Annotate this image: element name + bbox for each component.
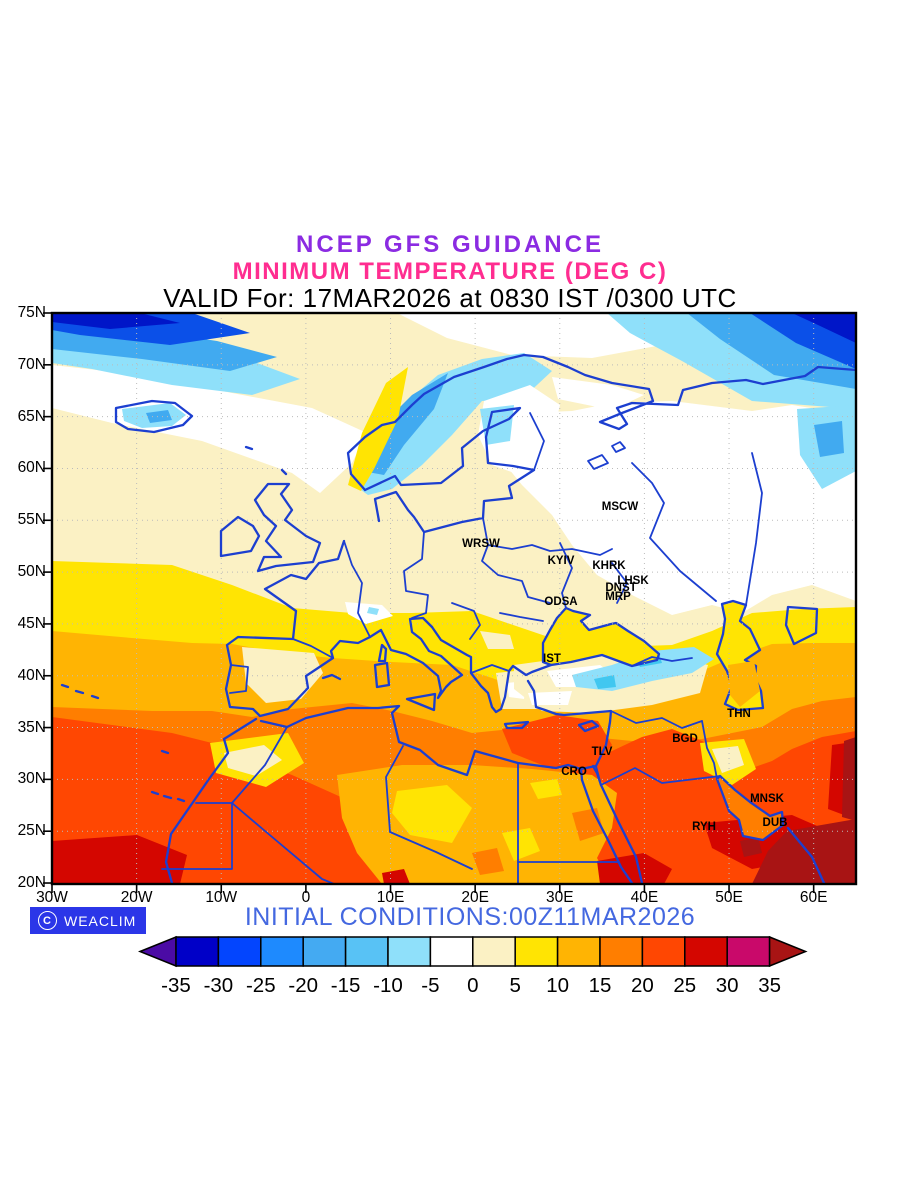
colorbar-tick-label: -35 — [161, 974, 191, 997]
colorbar-cell — [217, 936, 262, 967]
city-label-wrsw: WRSW — [462, 538, 500, 550]
country-borders — [161, 412, 763, 884]
colorbar-tick-labels: -35 -30 -25 -20 -15 -10 -5 0 5 10 15 20 25 30 35 — [161, 974, 781, 997]
colorbar-tick-label: -25 — [246, 974, 276, 997]
colorbar-tick-label: 35 — [758, 974, 781, 997]
city-label-mrp: MRP — [605, 591, 631, 603]
valid-time-title: VALID For: 17MAR2026 at 0830 IST /0300 U… — [163, 283, 737, 313]
colorbar-cell — [175, 936, 220, 967]
lat-label: 65N — [17, 407, 46, 425]
graticule-gridlines — [52, 313, 856, 884]
colorbar-tick-label: -5 — [421, 974, 439, 997]
lon-label: 50E — [715, 889, 743, 906]
colorbar-arrow-right — [768, 935, 808, 968]
colorbar-cell — [302, 936, 347, 967]
city-label-lhsk: LHSK — [617, 575, 649, 587]
city-label-dnst: DNST — [605, 582, 636, 594]
variable-title: MINIMUM TEMPERATURE (DEG C) — [232, 258, 668, 285]
colorbar-tick-label: 30 — [716, 974, 739, 997]
lat-label: 20N — [17, 874, 46, 892]
colorbar-cell — [344, 936, 389, 967]
lon-label: 30E — [545, 889, 574, 906]
colorbar-tick-label: 10 — [546, 974, 569, 997]
colorbar-tick-label: 5 — [509, 974, 520, 997]
city-label-ryh: RYH — [692, 821, 716, 833]
lat-label: 25N — [17, 822, 46, 840]
colorbar-cell — [260, 936, 304, 967]
city-label-mscw: MSCW — [602, 501, 639, 513]
lat-label: 70N — [17, 355, 46, 373]
city-label-kyiv: KYIV — [548, 555, 575, 567]
colorbar-cell — [514, 936, 559, 967]
colorbar-cell — [429, 936, 474, 967]
lon-label: 60E — [799, 889, 828, 906]
lon-label: 0 — [301, 889, 311, 906]
colorbar-tick-label: -10 — [373, 974, 403, 997]
city-label-tlv: TLV — [592, 746, 613, 758]
lat-label: 55N — [17, 511, 46, 529]
map-area: MSCW WRSW KYIV KHRK LHSK DNST MRP ODSA IST THN BGD… — [43, 311, 858, 893]
colorbar-cell — [684, 936, 728, 967]
city-label-thn: THN — [727, 708, 751, 720]
logo-text: WEACLIM — [64, 912, 137, 929]
colorbar-cell — [387, 936, 432, 967]
colorbar-svg: -35 -30 -25 -20 -15 -10 -5 0 5 10 15 20 25 30 35 — [137, 935, 808, 997]
lat-label: 30N — [17, 770, 46, 788]
lat-label: 35N — [17, 718, 46, 736]
colorbar-cell — [556, 936, 601, 967]
coastlines — [60, 353, 856, 884]
lat-label: 75N — [17, 304, 46, 321]
lat-label: 40N — [17, 666, 46, 684]
lat-label: 50N — [17, 563, 46, 581]
city-label-bgd: BGD — [672, 733, 698, 745]
colorbar-cell — [472, 936, 516, 967]
city-label-cro: CRO — [561, 766, 587, 778]
city-label-mnsk: MNSK — [750, 793, 785, 805]
city-label-dub: DUB — [763, 817, 788, 829]
colorbar-tick-label: 15 — [589, 974, 612, 997]
colorbar-tick-label: 25 — [673, 974, 696, 997]
colorbar-cells — [137, 935, 808, 968]
lat-label: 60N — [17, 459, 46, 477]
temperature-field — [52, 313, 856, 884]
city-label-khrk: KHRK — [592, 560, 626, 572]
page-title: NCEP GFS GUIDANCE — [296, 231, 604, 258]
colorbar-tick-label: 20 — [631, 974, 654, 997]
colorbar-tick-label: -30 — [204, 974, 234, 997]
lon-label: 30W — [36, 889, 68, 906]
axis-ticks — [43, 312, 815, 893]
lon-label: 10E — [376, 889, 405, 906]
lon-label: 20W — [120, 889, 153, 906]
initial-conditions-text: INITIAL CONDITIONS:00Z11MAR2026 — [244, 903, 696, 931]
colorbar-cell — [641, 936, 686, 967]
lat-label: 45N — [17, 614, 46, 632]
lon-label: 40E — [630, 889, 659, 906]
city-label-odsa: ODSA — [544, 596, 577, 608]
colorbar-tick-label: 0 — [467, 974, 478, 997]
colorbar: -35 -30 -25 -20 -15 -10 -5 0 5 10 15 20 25 30 35 — [137, 933, 814, 999]
city-label-ist: IST — [543, 653, 561, 665]
colorbar-cell — [599, 936, 644, 967]
colorbar-arrow-left — [137, 935, 177, 968]
map-frame — [50, 311, 858, 886]
weaclim-logo: C WEACLIM — [30, 907, 147, 934]
copyright-icon: C — [38, 911, 57, 930]
lon-label: 20E — [461, 889, 489, 906]
colorbar-tick-label: -20 — [288, 974, 318, 997]
colorbar-tick-label: -15 — [331, 974, 361, 997]
colorbar-cell — [726, 936, 771, 967]
lon-label: 10W — [205, 889, 238, 906]
